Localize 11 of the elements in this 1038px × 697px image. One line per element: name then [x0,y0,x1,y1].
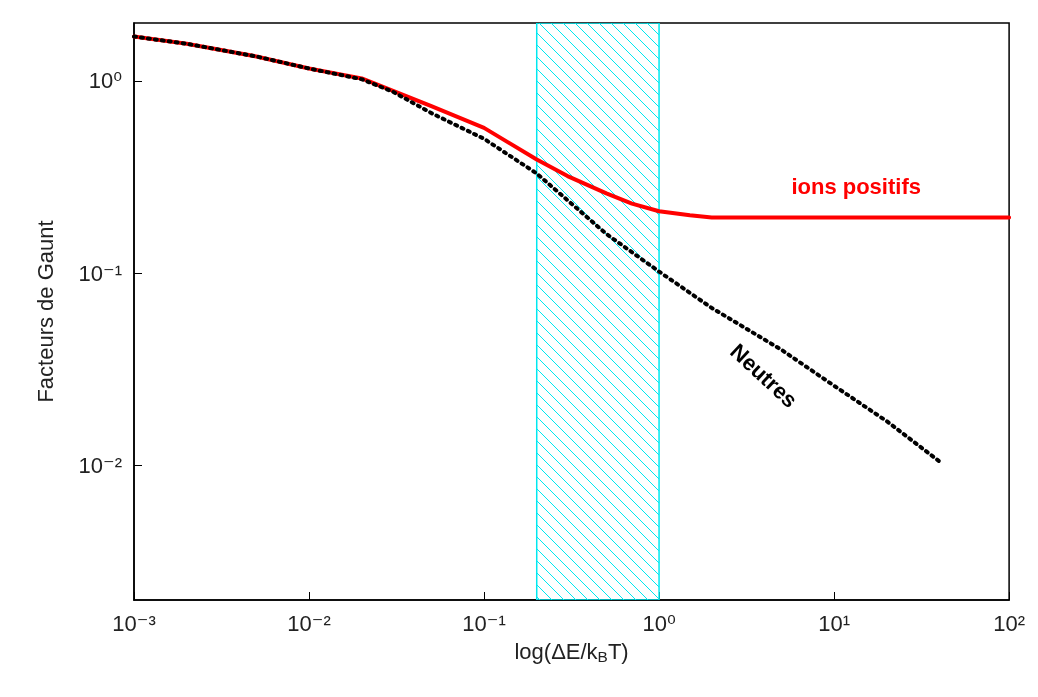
y-tick-label: 10⁻¹ [78,260,122,286]
series-label: ions positifs [791,173,921,199]
x-tick-label: 10⁻¹ [462,610,506,636]
y-tick-label: 10⁰ [88,68,123,94]
y-axis-title: Facteurs de Gaunt [32,220,58,403]
y-tick-label: 10⁻² [78,453,122,479]
x-tick-label: 10⁻² [287,610,331,636]
x-tick-label: 10⁰ [642,610,676,636]
x-tick-label: 10¹ [818,610,850,636]
x-tick-label: 10² [993,610,1025,636]
x-tick-label: 10⁻³ [112,610,156,636]
